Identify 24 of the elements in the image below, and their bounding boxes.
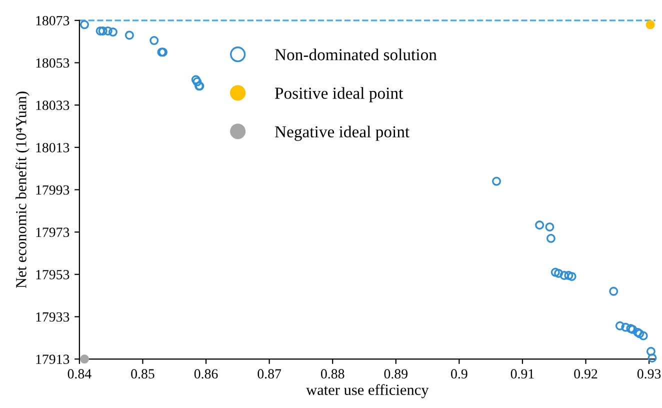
y-tick-label: 17913 [36,354,70,364]
y-tick-label: 18073 [36,16,70,26]
x-tick-label: 0.88 [320,369,344,379]
x-tick-label: 0.91 [510,369,534,379]
x-tick-label: 0.89 [384,369,408,379]
legend-label: Negative ideal point [274,126,410,141]
x-tick-label: 0.92 [574,369,598,379]
y-tick-label: 18053 [36,58,70,68]
x-tick-label: 0.84 [68,369,92,379]
legend-label: Non-dominated solution [274,48,437,60]
x-tick-label: 0.93 [637,369,661,379]
legend-label: Positive ideal point [274,87,404,102]
y-tick-label: 17973 [36,228,70,238]
y-axis-title: Net economic benefit (10⁴Yuan) [15,92,30,288]
y-tick-label: 17993 [36,185,70,195]
x-tick-label: 0.85 [131,369,154,379]
y-tick-label: 17933 [36,312,70,322]
y-tick-label: 18033 [36,100,70,110]
y-tick-label: 17953 [36,270,70,280]
x-tick-label: 0.86 [194,369,218,379]
y-tick-label: 18013 [36,142,70,152]
x-tick-label: 0.87 [258,369,282,379]
x-axis-title: water use efficiency [306,384,429,398]
x-tick-label: 0.9 [451,369,468,379]
